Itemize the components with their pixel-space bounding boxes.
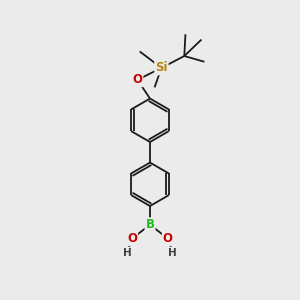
Text: H: H [169,248,177,258]
Text: O: O [163,232,173,245]
Text: H: H [123,248,131,258]
Text: B: B [146,218,154,231]
Text: O: O [127,232,137,245]
Text: O: O [132,73,142,86]
Text: Si: Si [155,61,168,74]
